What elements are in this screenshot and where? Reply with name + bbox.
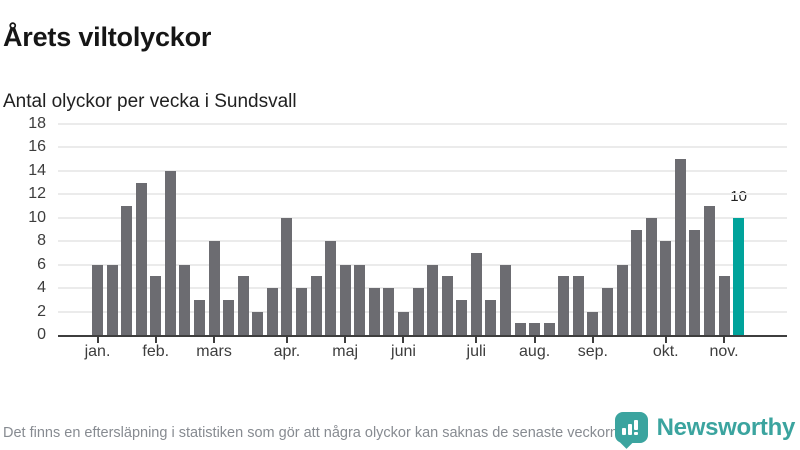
- bar-week-34: [572, 276, 584, 335]
- bar-week-42: [689, 229, 701, 335]
- bar-week-28: [485, 299, 497, 335]
- bar-week-32: [543, 323, 555, 335]
- bar-week-17: [325, 241, 337, 335]
- x-tick-jan: [96, 337, 99, 343]
- y-tick-label-10: 10: [28, 208, 46, 226]
- x-tick-label-juli: juli: [466, 343, 487, 360]
- bar-week-38: [631, 229, 643, 335]
- bar-week-41: [674, 159, 686, 335]
- bar-week-26: [456, 299, 468, 335]
- x-tick-feb: [154, 337, 157, 343]
- bar-week-16: [310, 276, 322, 335]
- plot-area: 10: [58, 123, 787, 343]
- x-tick-label-nov: nov.: [709, 343, 739, 360]
- y-tick-label-0: 0: [37, 326, 46, 343]
- x-axis: jan. feb. mars apr. maj juni juli aug. sep. okt. n…: [58, 343, 800, 365]
- bar-week-22: [397, 311, 409, 335]
- y-tick-label-12: 12: [28, 185, 46, 203]
- bar-week-45: [733, 217, 745, 335]
- y-tick-label-4: 4: [37, 279, 46, 297]
- x-tick-mars: [213, 337, 216, 343]
- bar-week-1: [92, 264, 103, 335]
- bar-week-14: [281, 217, 293, 335]
- x-tick-nov: [723, 337, 725, 343]
- bar-week-12: [252, 311, 264, 335]
- bar-week-35: [587, 311, 599, 335]
- bar-week-9: [208, 241, 220, 335]
- highlight-value-label: 10: [730, 187, 747, 205]
- bar-week-33: [558, 276, 570, 335]
- x-tick-label-sep: sep.: [577, 343, 608, 360]
- x-tick-okt: [664, 337, 667, 343]
- bar-week-15: [295, 288, 307, 335]
- bar-week-6: [164, 170, 176, 335]
- bar-week-5: [150, 276, 162, 335]
- bar-week-23: [412, 288, 424, 335]
- gridline-6: [58, 263, 787, 266]
- x-tick-label-maj: maj: [332, 343, 359, 360]
- newsworthy-logo-text: Newsworthy: [656, 413, 796, 441]
- bar-week-44: [718, 276, 730, 335]
- bar-week-30: [514, 323, 526, 335]
- chart-subtitle: Antal olyckor per vecka i Sundsvall: [3, 91, 297, 112]
- newsworthy-logo-icon: [614, 412, 648, 443]
- gridline-18: [58, 123, 787, 125]
- bar-week-10: [223, 299, 235, 335]
- x-tick-label-jan: jan.: [84, 343, 111, 360]
- bar-week-8: [193, 299, 205, 335]
- logo-bar-icon: [627, 424, 632, 435]
- gridline-4: [58, 287, 787, 290]
- y-tick-label-8: 8: [37, 232, 46, 250]
- newsworthy-logo: Newsworthy: [614, 412, 796, 443]
- x-tick-apr: [285, 337, 288, 343]
- bar-week-43: [703, 206, 715, 335]
- bar-week-37: [616, 264, 628, 335]
- x-tick-label-mars: mars: [196, 343, 232, 360]
- logo-exclamation-dot-icon: [633, 432, 638, 435]
- x-tick-juni: [402, 337, 405, 343]
- bar-week-31: [529, 323, 541, 335]
- bar-week-20: [368, 288, 380, 335]
- y-tick-label-14: 14: [28, 161, 46, 179]
- bar-week-24: [427, 264, 439, 335]
- logo-bar-icon: [621, 428, 626, 435]
- x-tick-label-feb: feb.: [142, 343, 170, 360]
- x-tick-juli: [475, 337, 478, 343]
- page-title: Årets viltolyckor: [3, 22, 212, 53]
- y-tick-label-2: 2: [37, 302, 46, 320]
- y-tick-label-16: 16: [28, 138, 46, 156]
- bar-week-2: [106, 264, 118, 335]
- bar-week-7: [179, 264, 191, 335]
- gridline-12: [58, 193, 787, 196]
- x-tick-maj: [344, 337, 347, 343]
- bar-week-36: [601, 288, 613, 335]
- bar-week-29: [499, 264, 511, 335]
- bar-week-39: [645, 217, 657, 335]
- x-tick-sep: [591, 337, 594, 343]
- bar-week-4: [135, 182, 147, 335]
- x-tick-aug: [533, 337, 536, 343]
- gridline-10: [58, 216, 787, 219]
- x-tick-label-juni: juni: [391, 343, 416, 360]
- bar-week-13: [266, 288, 278, 335]
- gridline-8: [58, 240, 787, 243]
- bar-week-21: [383, 288, 395, 335]
- gridline-14: [58, 169, 787, 172]
- bar-week-11: [237, 276, 249, 335]
- x-tick-label-aug: aug.: [519, 343, 551, 360]
- bar-week-19: [354, 264, 366, 335]
- gridline-16: [58, 146, 787, 149]
- footer-note: Det finns en eftersläpning i statistiken…: [3, 424, 631, 441]
- x-tick-label-okt: okt.: [652, 343, 679, 360]
- logo-exclamation-icon: [633, 420, 638, 430]
- y-axis: 0 2 4 6 8 10 12 14 16 18: [0, 115, 46, 343]
- bar-week-3: [121, 206, 133, 335]
- bar-week-40: [660, 241, 672, 335]
- bar-week-18: [339, 264, 351, 335]
- bar-week-25: [441, 276, 453, 335]
- x-tick-label-apr: apr.: [273, 343, 301, 360]
- y-tick-label-6: 6: [37, 255, 46, 273]
- y-tick-label-18: 18: [28, 115, 46, 132]
- bar-week-27: [470, 252, 482, 335]
